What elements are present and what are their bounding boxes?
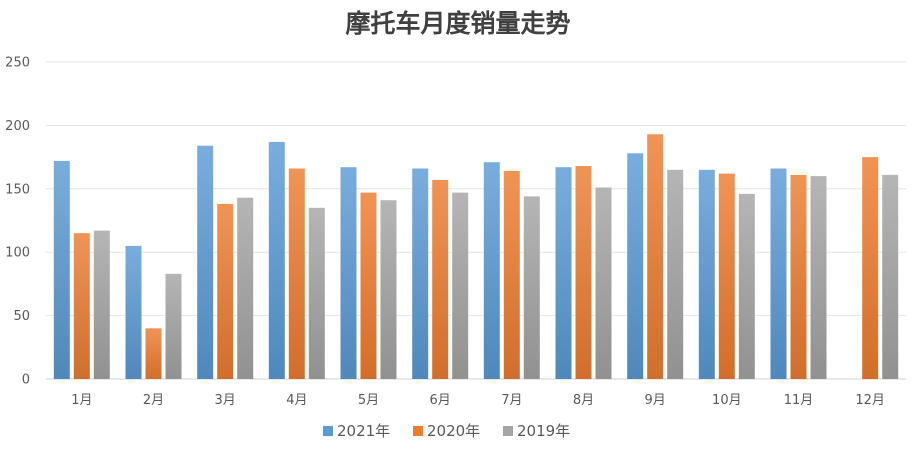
bar-2020年-6月: [432, 179, 449, 379]
bar-2020年-12月: [862, 157, 879, 379]
legend-swatch: [503, 426, 513, 436]
bar-2020年-1月: [73, 233, 90, 379]
y-tick-label: 0: [22, 373, 30, 388]
legend: 2021年 2020年 2019年: [323, 422, 570, 440]
bar-2020年-11月: [790, 174, 807, 379]
x-tick-label: 6月: [430, 393, 451, 408]
legend-item: 2020年: [413, 422, 480, 440]
x-tick-label: 12月: [855, 393, 885, 408]
gridlines: [46, 61, 906, 380]
x-tick-label: 5月: [358, 393, 379, 408]
x-tick-label: 7月: [501, 393, 522, 408]
bar-2020年-5月: [360, 192, 377, 379]
x-tick-label: 9月: [645, 393, 666, 408]
chart-title: 摩托车月度销量走势: [345, 9, 570, 38]
bar-2019年-7月: [523, 196, 540, 379]
bar-2020年-7月: [503, 171, 520, 379]
bar-2020年-10月: [718, 173, 735, 379]
bar-2019年-10月: [738, 193, 755, 379]
x-tick-label: 2月: [143, 393, 164, 408]
y-tick-label: 200: [5, 119, 30, 134]
bar-2021年-3月: [197, 145, 214, 379]
y-axis-ticks: 0 50 100 150 200 250: [5, 56, 30, 388]
bars: [53, 134, 899, 379]
bar-2020年-8月: [575, 166, 592, 379]
x-axis-ticks: 1月 2月 3月 4月 5月 6月 7月 8月 9月 10月 11月 12月: [71, 393, 885, 408]
bar-2021年-2月: [125, 245, 142, 379]
y-tick-label: 250: [5, 56, 30, 71]
bar-2021年-5月: [340, 167, 357, 379]
bar-2019年-2月: [165, 273, 182, 379]
legend-label: 2020年: [427, 422, 480, 440]
bar-2020年-2月: [145, 328, 162, 379]
legend-label: 2019年: [517, 422, 570, 440]
x-tick-label: 11月: [784, 393, 814, 408]
bar-2020年-9月: [647, 134, 664, 379]
bar-2021年-10月: [698, 169, 715, 379]
legend-swatch: [323, 426, 333, 436]
bar-2019年-5月: [380, 200, 397, 379]
x-tick-label: 8月: [573, 393, 594, 408]
bar-2021年-4月: [268, 141, 285, 379]
bar-2020年-3月: [217, 204, 234, 379]
y-tick-label: 100: [5, 246, 30, 261]
legend-label: 2021年: [337, 422, 390, 440]
bar-2021年-8月: [555, 167, 572, 379]
legend-swatch: [413, 426, 423, 436]
bar-2019年-6月: [452, 192, 469, 379]
bar-2019年-1月: [93, 230, 110, 379]
bar-2019年-8月: [595, 187, 612, 379]
legend-item: 2021年: [323, 422, 390, 440]
bar-2019年-9月: [667, 169, 684, 379]
bar-2020年-4月: [288, 168, 305, 379]
x-tick-label: 3月: [215, 393, 236, 408]
y-tick-label: 50: [13, 309, 30, 324]
bar-2019年-12月: [882, 174, 899, 379]
legend-item: 2019年: [503, 422, 570, 440]
x-tick-label: 1月: [71, 393, 92, 408]
bar-2021年-7月: [483, 162, 500, 379]
x-tick-label: 10月: [712, 393, 742, 408]
bar-2021年-9月: [627, 153, 644, 379]
bar-2019年-3月: [237, 197, 254, 379]
bar-2021年-1月: [53, 160, 70, 379]
bar-2021年-11月: [770, 168, 787, 379]
bar-2021年-6月: [412, 168, 429, 379]
x-tick-label: 4月: [286, 393, 307, 408]
bar-2019年-11月: [810, 176, 827, 379]
y-tick-label: 150: [5, 182, 30, 197]
bar-2019年-4月: [308, 207, 325, 379]
